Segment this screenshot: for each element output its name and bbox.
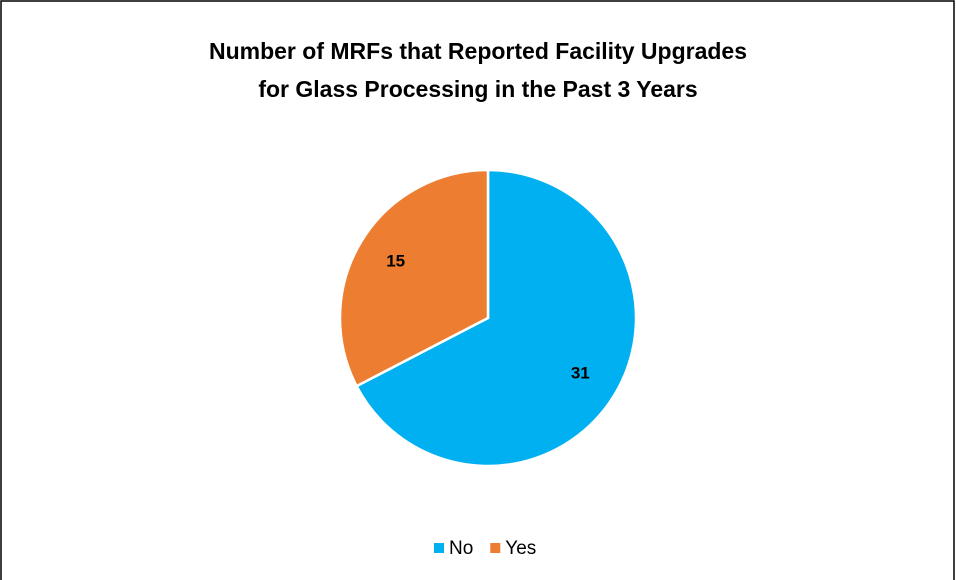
data-label: 31 bbox=[571, 364, 590, 383]
data-label: 15 bbox=[386, 251, 405, 270]
legend-label: Yes bbox=[505, 538, 536, 559]
legend-swatch bbox=[434, 543, 444, 553]
chart-title: Number of MRFs that Reported Facility Up… bbox=[209, 38, 747, 64]
chart-title: for Glass Processing in the Past 3 Years bbox=[258, 76, 697, 102]
pie-slice bbox=[338, 168, 490, 388]
legend-label: No bbox=[449, 538, 473, 559]
pie-slice bbox=[354, 168, 638, 468]
legend-swatch bbox=[490, 543, 501, 553]
